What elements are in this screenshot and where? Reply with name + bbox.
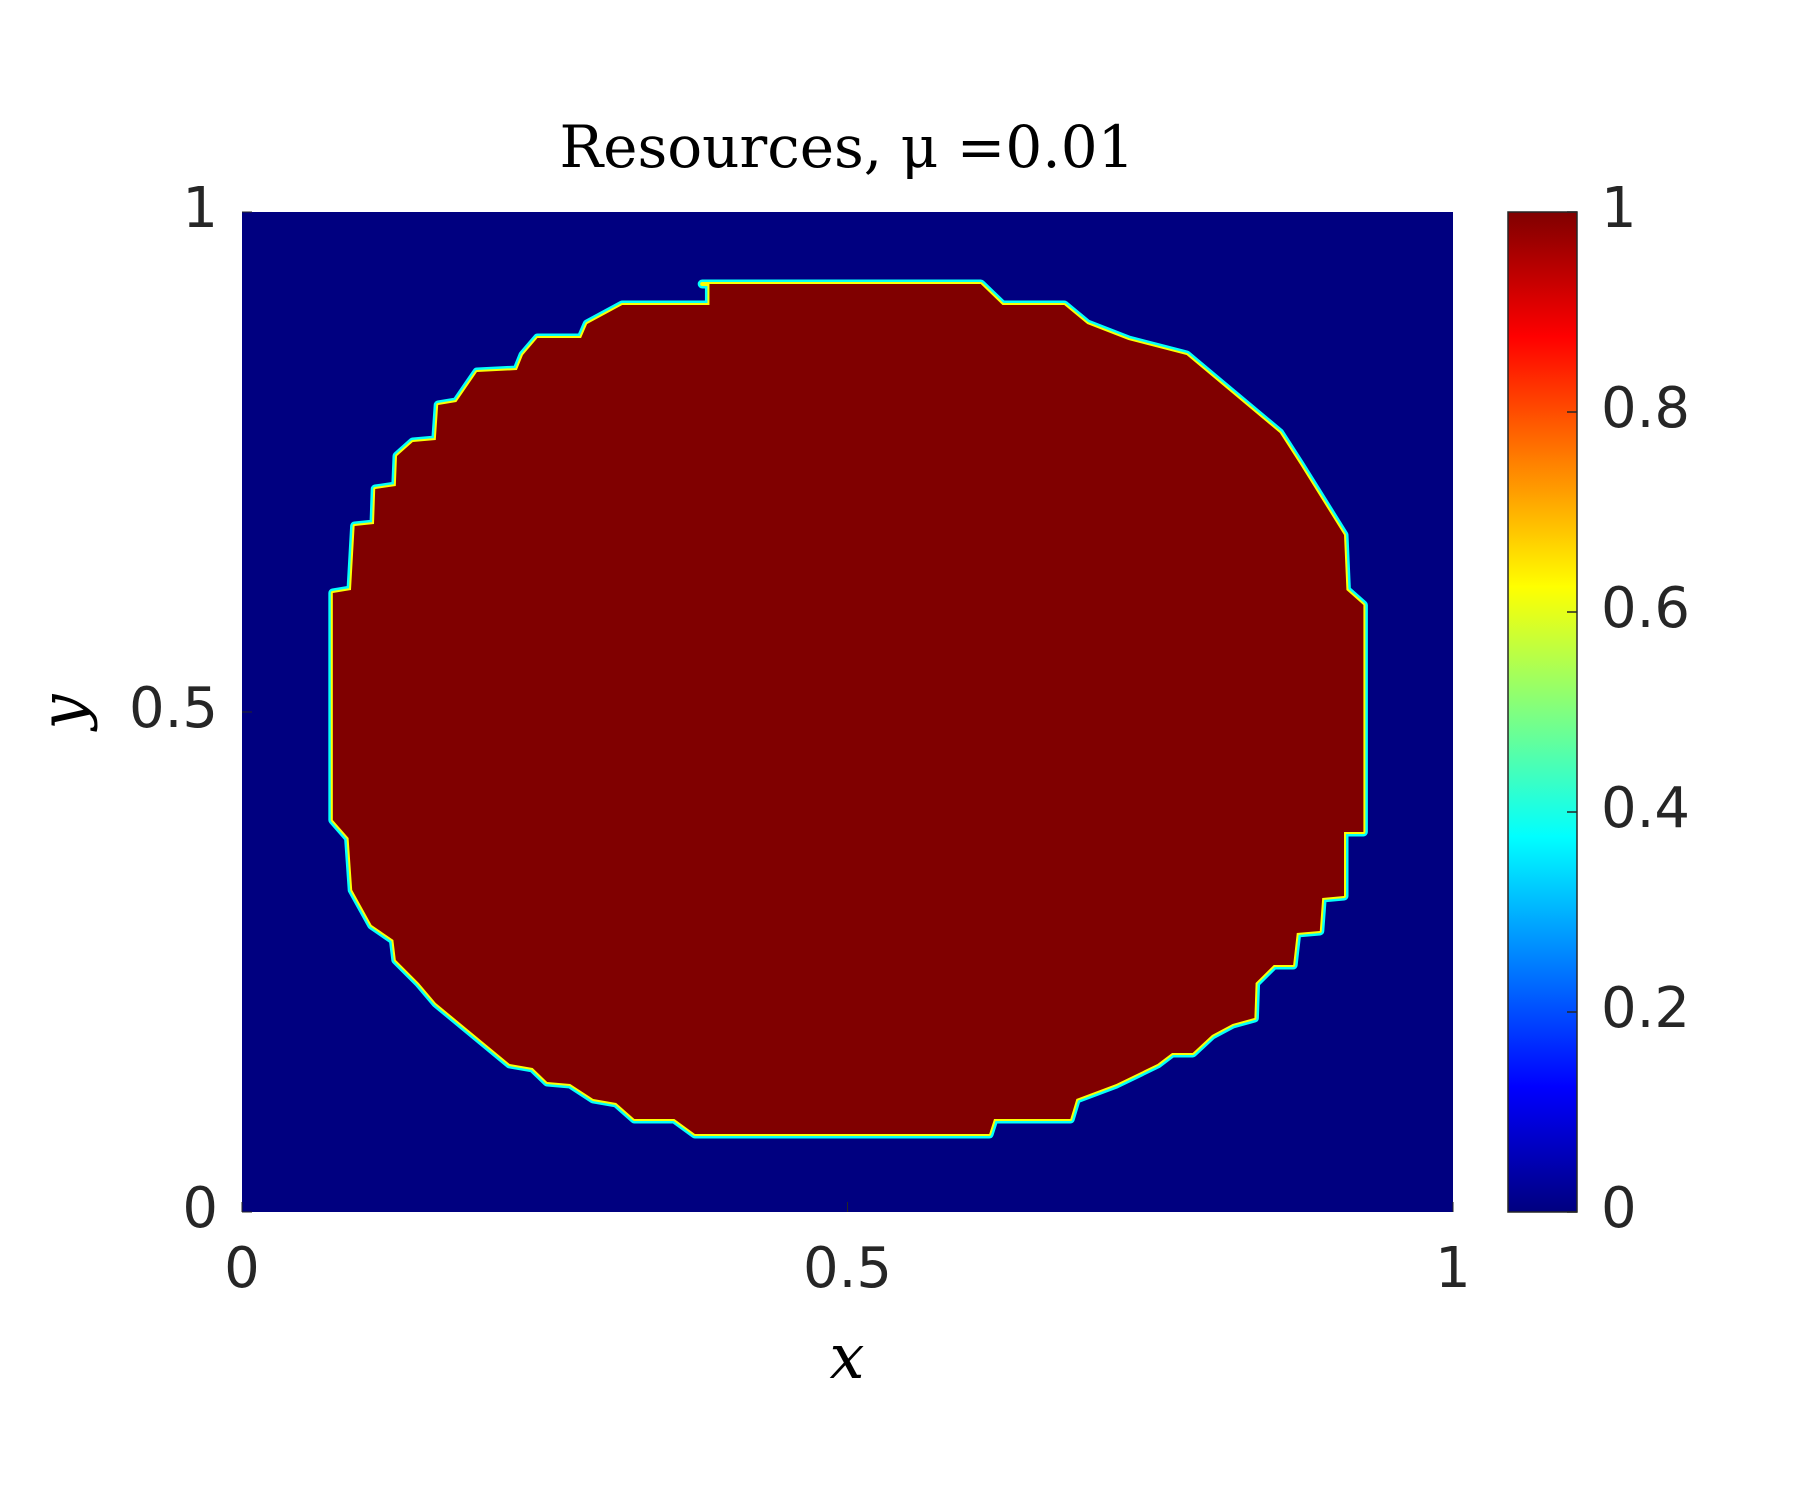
y-tick-label: 0 (182, 1176, 218, 1241)
colorbar-tick-label: 0 (1601, 1176, 1637, 1241)
x-axis-label: x (830, 1320, 865, 1393)
colorbar (1507, 211, 1578, 1213)
colorbar-tick-label: 0.8 (1601, 376, 1690, 441)
x-tick-label: 1 (1435, 1236, 1471, 1301)
colorbar-tick-label: 1 (1601, 176, 1637, 241)
y-tick-label: 1 (182, 176, 218, 241)
chart-title: Resources, μ =0.01 (559, 113, 1134, 181)
y-tick-label: 0.5 (129, 676, 218, 741)
x-tick-label: 0.5 (803, 1236, 892, 1301)
x-tick-label: 0 (224, 1236, 260, 1301)
y-axis-label: y (26, 694, 99, 733)
colorbar-tick-label: 0.2 (1601, 976, 1690, 1041)
colorbar-tick-label: 0.4 (1601, 776, 1690, 841)
heatmap-region (332, 284, 1364, 1134)
colorbar-tick-label: 0.6 (1601, 576, 1690, 641)
